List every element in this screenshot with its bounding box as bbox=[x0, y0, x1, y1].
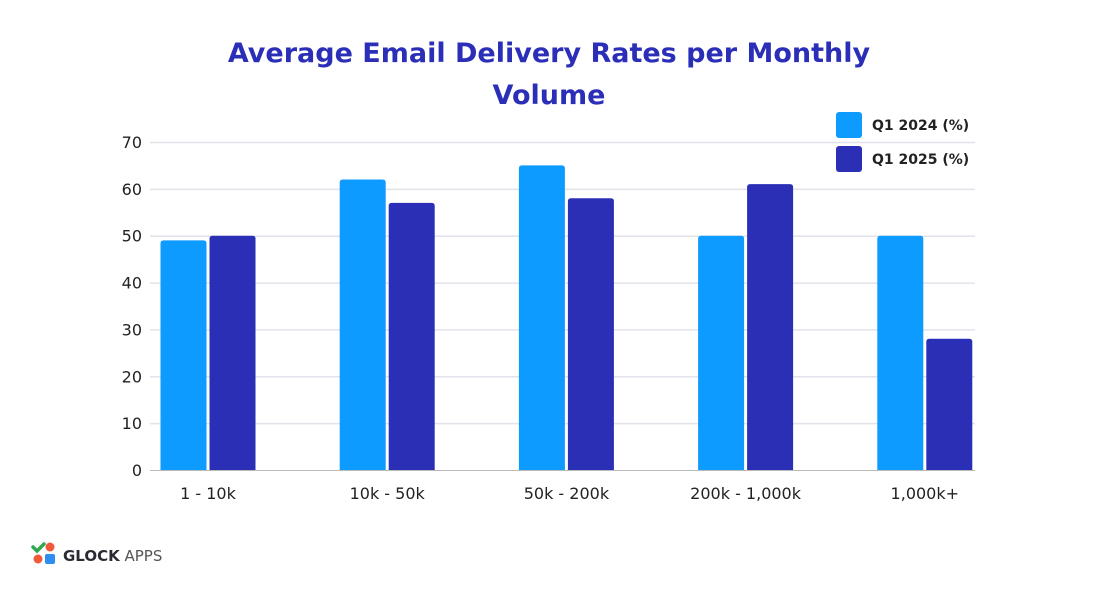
bar-q1-2025 bbox=[567, 198, 614, 470]
bar-q1-2024 bbox=[518, 165, 565, 470]
y-tick-label: 60 bbox=[122, 180, 142, 199]
bar-q1-2024 bbox=[160, 240, 207, 470]
y-tick-label: 10 bbox=[122, 414, 142, 433]
chart-title-line-2: Volume bbox=[493, 80, 606, 111]
bar-q1-2024 bbox=[877, 235, 924, 470]
y-tick-label: 0 bbox=[132, 461, 142, 480]
x-tick-label: 200k - 1,000k bbox=[690, 484, 802, 503]
bar-q1-2025 bbox=[388, 202, 435, 470]
legend-label: Q1 2025 (%) bbox=[872, 152, 969, 168]
legend: Q1 2024 (%) Q1 2025 (%) bbox=[836, 112, 969, 172]
check-mark-icon bbox=[31, 542, 46, 554]
bar-q1-2025 bbox=[747, 184, 794, 470]
bars bbox=[160, 165, 973, 470]
svg-text:GLOCK APPS: GLOCK APPS bbox=[63, 547, 162, 565]
x-tick-label: 50k - 200k bbox=[524, 484, 610, 503]
y-tick-label: 50 bbox=[122, 227, 142, 246]
x-axis-ticks: 1 - 10k 10k - 50k 50k - 200k 200k - 1,000k 1… bbox=[180, 484, 959, 503]
y-tick-label: 30 bbox=[122, 320, 142, 339]
bar-q1-2025 bbox=[926, 338, 973, 470]
x-tick-label: 10k - 50k bbox=[350, 484, 426, 503]
legend-label: Q1 2024 (%) bbox=[872, 118, 969, 134]
y-tick-label: 40 bbox=[122, 274, 142, 293]
chart-title-line-1: Average Email Delivery Rates per Monthly bbox=[228, 38, 871, 69]
legend-swatch bbox=[836, 112, 862, 138]
x-tick-label: 1,000k+ bbox=[891, 484, 959, 503]
y-tick-label: 70 bbox=[122, 133, 142, 152]
bar-q1-2024 bbox=[339, 179, 386, 470]
bar-q1-2025 bbox=[209, 235, 256, 470]
y-axis-ticks: 0 10 20 30 40 50 60 70 bbox=[122, 133, 142, 480]
glock-apps-logo: GLOCK APPS bbox=[31, 542, 162, 565]
x-tick-label: 1 - 10k bbox=[180, 484, 236, 503]
bar-q1-2024 bbox=[698, 235, 745, 470]
y-tick-label: 20 bbox=[122, 367, 142, 386]
legend-swatch bbox=[836, 146, 862, 172]
